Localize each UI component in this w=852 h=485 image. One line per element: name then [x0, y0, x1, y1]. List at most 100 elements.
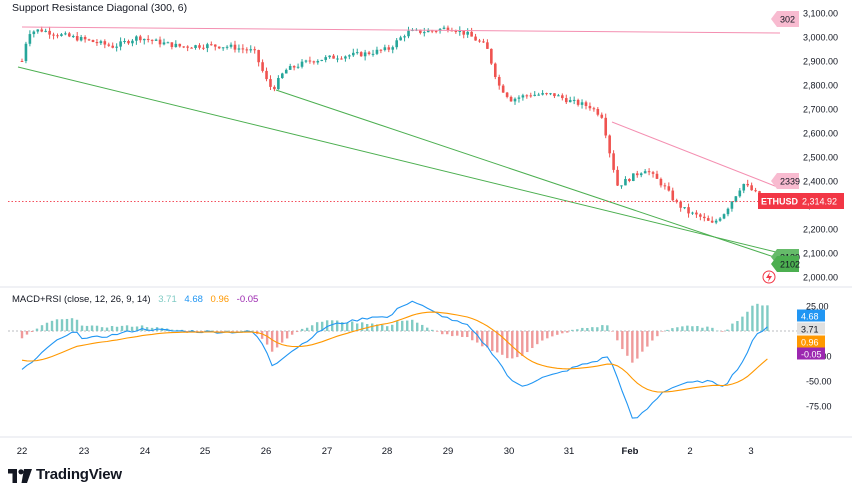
- macd-histogram-bar: [315, 322, 319, 331]
- time-tick-label: 27: [322, 446, 333, 457]
- candle-body: [671, 190, 675, 201]
- macd-histogram-bar: [621, 331, 624, 350]
- macd-value-macd: 4.68: [184, 294, 203, 305]
- price-tick-label: 3,000.00: [803, 33, 838, 43]
- candle-body: [620, 185, 623, 187]
- time-tick-label: Feb: [622, 446, 639, 457]
- macd-histogram-bar: [215, 331, 219, 332]
- candle-body: [24, 43, 28, 62]
- time-tick-label: 29: [443, 446, 454, 457]
- time-tick-label: 25: [200, 446, 211, 457]
- resistance-line-top: [21, 26, 781, 34]
- macd-histogram-bar: [195, 331, 199, 332]
- macd-histogram-bar: [280, 331, 284, 343]
- candle-body: [36, 29, 40, 32]
- candle-body: [596, 108, 600, 115]
- candle-body: [186, 46, 189, 48]
- candle-body: [127, 41, 130, 44]
- candle-body: [490, 48, 493, 64]
- macd-histogram-bar: [551, 331, 554, 337]
- candle-body: [103, 41, 107, 45]
- candle-body: [237, 48, 241, 50]
- macd-histogram-bar: [381, 324, 384, 331]
- tradingview-logo[interactable]: TradingView: [8, 466, 138, 485]
- macd-line: [21, 300, 768, 419]
- macd-histogram-bar: [726, 329, 729, 331]
- candle-body: [624, 179, 627, 186]
- macd-histogram-bar: [656, 331, 659, 337]
- candle-body: [225, 46, 229, 48]
- price-tick-label: 2,800.00: [803, 81, 838, 91]
- macd-histogram-bar: [406, 320, 409, 331]
- macd-histogram-bar: [471, 331, 474, 341]
- candle-body: [44, 30, 47, 32]
- macd-histogram-bar: [240, 330, 244, 332]
- macd-histogram-bar: [270, 331, 274, 352]
- macd-value-label: -0.05: [801, 350, 822, 360]
- macd-axis: 25.00-25.00-50.00-75.004.683.710.96-0.05: [797, 302, 832, 412]
- macd-histogram-bar: [626, 331, 629, 356]
- candle-body: [182, 46, 186, 48]
- candle-body: [635, 173, 639, 176]
- candle-body: [75, 36, 79, 41]
- macd-histogram-bar: [396, 321, 399, 331]
- chart-canvas[interactable]: 3,100.00 3,000.00 2,900.00 2,800.00 2,700.00…: [0, 0, 852, 465]
- macd-histogram-bar: [85, 325, 89, 331]
- resistance-top-label: 302: [780, 15, 795, 25]
- macd-histogram-bar: [676, 327, 679, 331]
- candle-body: [695, 212, 698, 215]
- candle-body: [703, 216, 706, 219]
- macd-histogram-bar: [391, 324, 394, 331]
- candle-body: [245, 49, 249, 51]
- candle-body: [28, 34, 32, 44]
- macd-histogram-bar: [170, 329, 174, 331]
- candle-body: [150, 39, 154, 41]
- candle-body: [434, 31, 438, 33]
- macd-histogram-bar: [751, 305, 754, 331]
- candle-body: [655, 173, 659, 179]
- macd-value-label-bg: [797, 322, 825, 335]
- candle-body: [549, 93, 552, 95]
- indicator-title[interactable]: Support Resistance Diagonal (300, 6): [12, 2, 188, 14]
- candle-body: [241, 48, 245, 50]
- resistance-top-label-bg: [771, 11, 799, 27]
- candle-body: [568, 100, 572, 103]
- macd-histogram-bar: [350, 321, 354, 331]
- macd-histogram-bar: [636, 331, 639, 359]
- candle-body: [229, 44, 233, 47]
- macd-histogram-bar: [60, 319, 64, 331]
- candle-body: [659, 178, 663, 186]
- macd-value-label-bg: [797, 309, 825, 322]
- macd-histogram-bar: [601, 325, 604, 331]
- candle-body: [300, 61, 304, 67]
- macd-histogram-bar: [661, 331, 664, 332]
- candle-body: [52, 34, 55, 36]
- candle-body: [706, 218, 710, 221]
- candle-body: [123, 41, 126, 43]
- candle-body: [60, 34, 63, 36]
- macd-histogram-bar: [275, 331, 279, 348]
- price-tick-label: 2,100.00: [803, 249, 838, 259]
- candle-body: [320, 59, 324, 61]
- candle-body: [281, 73, 284, 79]
- candle-body: [107, 44, 111, 46]
- macd-histogram-bar: [511, 331, 514, 359]
- macd-histogram-bar: [736, 321, 739, 331]
- candle-body: [202, 47, 205, 49]
- macd-title[interactable]: MACD+RSI (close, 12, 26, 9, 14) 3.71 4.6…: [12, 294, 263, 305]
- candle-body: [292, 66, 296, 68]
- macd-histogram-bar: [310, 325, 314, 331]
- candle-body: [628, 179, 631, 182]
- current-price-label: 2,314.92: [802, 197, 837, 207]
- macd-histogram-bar: [305, 327, 309, 331]
- candle-body: [482, 41, 485, 43]
- candle-body: [99, 41, 103, 44]
- macd-value-label: 0.96: [801, 338, 819, 348]
- time-tick-label: 22: [17, 446, 28, 457]
- candle-body: [210, 44, 213, 46]
- symbol-label-bg: [758, 193, 798, 209]
- macd-histogram-bar: [110, 326, 114, 331]
- macd-histogram-bar: [671, 328, 674, 331]
- macd-histogram-bar: [220, 331, 224, 332]
- macd-histogram-bar: [476, 331, 479, 343]
